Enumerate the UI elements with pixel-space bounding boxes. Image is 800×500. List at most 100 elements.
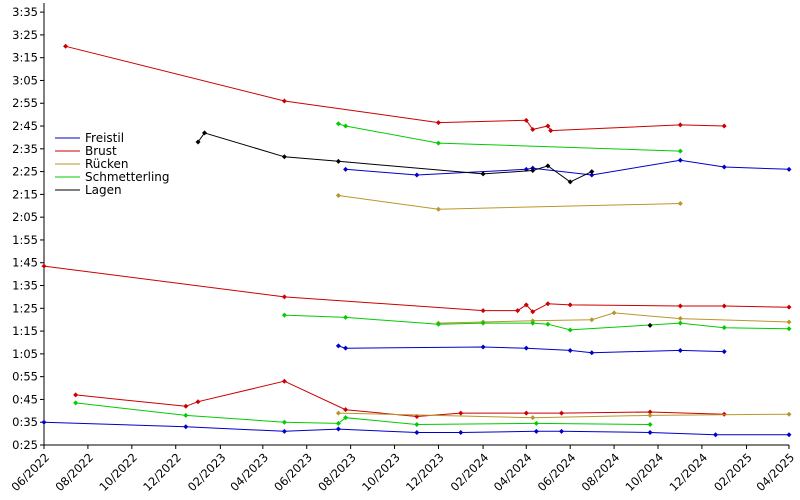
- data-point: [567, 347, 573, 353]
- data-point: [721, 325, 727, 331]
- x-tick-label: 02/2025: [711, 450, 755, 494]
- data-point: [335, 426, 341, 432]
- data-point: [195, 139, 201, 145]
- legend-label: Lagen: [85, 183, 122, 197]
- data-point: [523, 410, 529, 416]
- data-point: [677, 316, 683, 322]
- data-point: [183, 403, 189, 409]
- x-tick-label: 10/2023: [359, 450, 403, 494]
- data-point: [41, 419, 47, 425]
- data-point: [786, 432, 792, 438]
- x-tick-label: 08/2022: [52, 450, 96, 494]
- data-point: [548, 128, 554, 134]
- data-point: [530, 320, 536, 326]
- y-tick-label: 2:45: [12, 119, 38, 133]
- series-line: [345, 159, 790, 176]
- data-point: [281, 419, 287, 425]
- x-tick-label: 06/2023: [271, 450, 315, 494]
- y-tick-label: 1:35: [12, 279, 38, 293]
- data-point: [435, 120, 441, 126]
- x-tick-label: 12/2024: [666, 450, 710, 494]
- x-tick-label: 08/2023: [315, 450, 359, 494]
- data-point: [343, 166, 349, 172]
- data-point: [559, 410, 565, 416]
- data-point: [480, 320, 486, 326]
- data-point: [335, 420, 341, 426]
- data-point: [530, 415, 536, 421]
- x-tick-label: 04/2023: [227, 450, 271, 494]
- data-point: [721, 411, 727, 417]
- data-point: [281, 378, 287, 384]
- data-point: [677, 157, 683, 163]
- data-point: [545, 301, 551, 307]
- data-point: [281, 154, 287, 160]
- data-point: [523, 117, 529, 123]
- data-point: [435, 140, 441, 146]
- data-point: [721, 123, 727, 129]
- data-point: [343, 415, 349, 421]
- x-tick-label: 02/2023: [185, 450, 229, 494]
- legend-label: Rücken: [85, 157, 129, 171]
- series-line: [75, 380, 725, 418]
- data-point: [677, 148, 683, 154]
- data-point: [281, 294, 287, 300]
- y-tick-label: 3:35: [12, 5, 38, 19]
- data-point: [335, 158, 341, 164]
- x-tick-label: 12/2022: [140, 450, 184, 494]
- data-point: [677, 122, 683, 128]
- data-point: [677, 200, 683, 206]
- data-point: [480, 344, 486, 350]
- data-point: [183, 412, 189, 418]
- data-point: [677, 320, 683, 326]
- series-layer: [41, 43, 792, 438]
- data-point: [545, 321, 551, 327]
- data-point: [567, 179, 573, 185]
- data-point: [589, 169, 595, 175]
- y-tick-label: 0:55: [12, 370, 38, 384]
- data-point: [195, 399, 201, 405]
- y-tick-label: 2:25: [12, 165, 38, 179]
- series-line: [284, 314, 790, 331]
- data-point: [335, 343, 341, 349]
- data-point: [533, 428, 539, 434]
- data-point: [545, 123, 551, 129]
- y-tick-label: 3:05: [12, 73, 38, 87]
- legend-label: Freistil: [85, 131, 124, 145]
- y-tick-label: 2:05: [12, 210, 38, 224]
- series-line: [197, 132, 593, 183]
- x-tick-label: 10/2024: [623, 450, 667, 494]
- data-point: [435, 321, 441, 327]
- series-freistil: [41, 157, 792, 438]
- x-tick-label: 04/2025: [754, 450, 798, 494]
- data-point: [63, 43, 69, 49]
- data-point: [713, 432, 719, 438]
- data-point: [183, 424, 189, 430]
- x-tick-label: 06/2022: [9, 450, 53, 494]
- y-tick-label: 2:15: [12, 187, 38, 201]
- series-line: [75, 402, 651, 426]
- data-point: [721, 349, 727, 355]
- data-point: [523, 302, 529, 308]
- series-brust: [41, 43, 792, 420]
- data-point: [567, 302, 573, 308]
- series-line: [338, 195, 681, 210]
- y-tick-label: 0:25: [12, 438, 38, 452]
- data-point: [41, 263, 47, 269]
- y-tick-label: 2:35: [12, 142, 38, 156]
- data-point: [480, 308, 486, 314]
- y-tick-label: 1:45: [12, 256, 38, 270]
- data-point: [647, 412, 653, 418]
- series-line: [338, 123, 681, 152]
- data-point: [647, 429, 653, 435]
- data-point: [414, 421, 420, 427]
- data-point: [343, 123, 349, 129]
- data-point: [611, 310, 617, 316]
- data-point: [786, 304, 792, 310]
- data-point: [335, 193, 341, 199]
- data-point: [281, 312, 287, 318]
- y-tick-label: 1:25: [12, 301, 38, 315]
- y-tick-label: 0:45: [12, 392, 38, 406]
- data-point: [721, 164, 727, 170]
- y-tick-label: 1:05: [12, 347, 38, 361]
